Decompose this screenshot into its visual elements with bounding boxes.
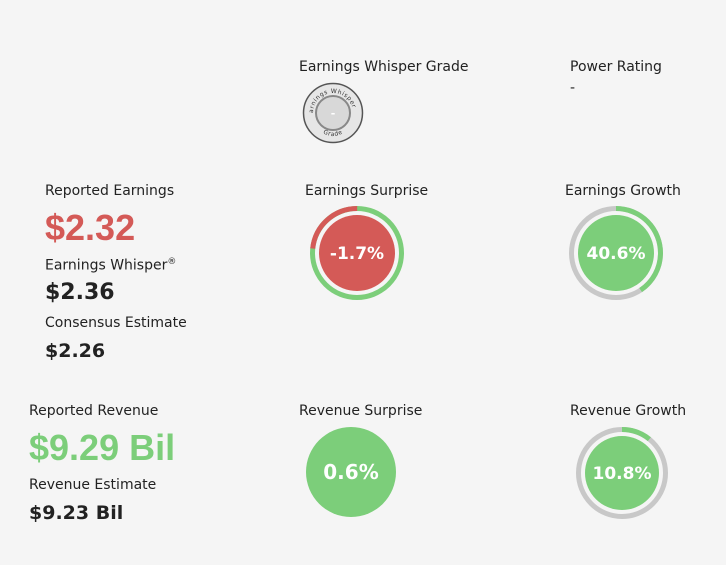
revenue-surprise-label: Revenue Surprise	[299, 403, 423, 419]
earnings-surprise-value: -1.7%	[330, 244, 384, 264]
revenue-growth-ring: 10.8%	[576, 427, 668, 519]
earnings-growth-label: Earnings Growth	[565, 183, 681, 199]
revenue-estimate-label: Revenue Estimate	[29, 477, 157, 493]
earnings-growth-value: 40.6%	[587, 244, 646, 264]
reported-revenue-label: Reported Revenue	[29, 403, 159, 419]
revenue-estimate-value: $9.23 Bil	[29, 502, 124, 524]
consensus-estimate-label: Consensus Estimate	[45, 315, 187, 331]
consensus-estimate-value: $2.26	[45, 340, 106, 362]
earnings-surprise-arc	[310, 206, 404, 300]
earnings-whisper-value: $2.36	[45, 280, 115, 305]
power-rating-value: -	[570, 80, 576, 96]
grade-value: -	[331, 107, 336, 120]
earnings-growth-arc	[569, 206, 663, 300]
earnings-surprise-disc	[319, 215, 395, 291]
earnings-growth-disc	[578, 215, 654, 291]
reported-earnings-value: $2.32	[45, 207, 136, 248]
earnings-surprise-ring: -1.7%	[310, 206, 404, 300]
earnings-growth-ring: 40.6%	[569, 206, 663, 300]
grade-badge: Earnings Whisper ® Grade -	[302, 82, 364, 144]
svg-text:Grade: Grade	[322, 129, 344, 138]
earnings-surprise-label: Earnings Surprise	[305, 183, 429, 199]
revenue-surprise-value: 0.6%	[323, 460, 378, 484]
revenue-growth-arc	[576, 427, 668, 519]
earnings-whisper-grade-label: Earnings Whisper Grade	[299, 59, 469, 75]
revenue-surprise-ring: 0.6%	[306, 427, 396, 517]
registered-mark: ®	[167, 257, 177, 267]
power-rating-label: Power Rating	[570, 59, 662, 75]
earnings-whisper-text: Earnings Whisper	[45, 257, 168, 274]
reported-earnings-label: Reported Earnings	[45, 183, 175, 199]
revenue-growth-value: 10.8%	[593, 464, 652, 484]
revenue-growth-label: Revenue Growth	[570, 403, 687, 419]
revenue-growth-disc	[585, 436, 659, 510]
earnings-whisper-label: Earnings Whisper®	[45, 257, 176, 274]
reported-revenue-value: $9.29 Bil	[29, 427, 176, 468]
grade-ring-bottom-text: Grade	[322, 129, 343, 138]
revenue-surprise-disc	[306, 427, 396, 517]
